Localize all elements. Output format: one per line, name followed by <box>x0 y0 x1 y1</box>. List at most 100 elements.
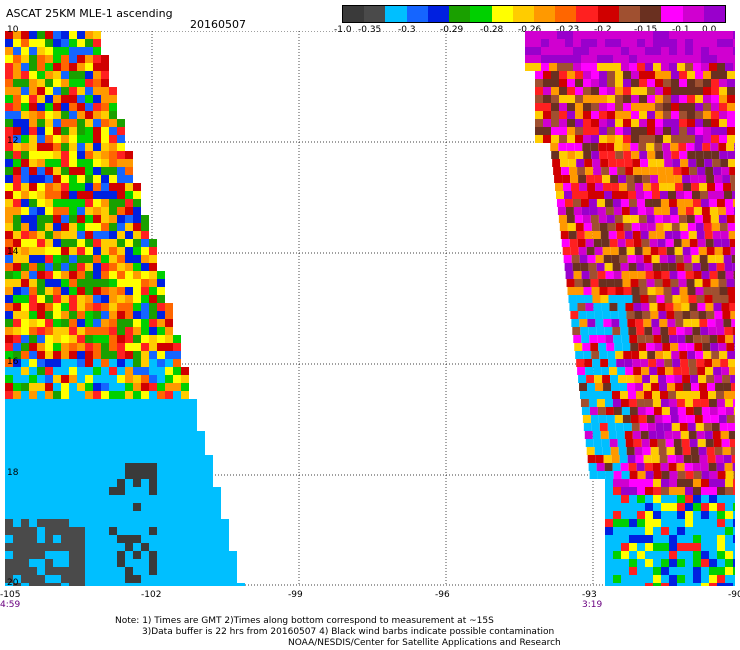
wind-cell <box>699 383 708 391</box>
wind-cell <box>696 295 705 303</box>
wind-cell <box>101 255 109 263</box>
wind-cell <box>133 463 141 471</box>
wind-cell <box>661 495 669 503</box>
wind-cell <box>659 255 668 263</box>
wind-cell <box>85 375 93 383</box>
wind-cell <box>731 455 735 463</box>
wind-cell <box>109 527 117 535</box>
wind-cell <box>727 351 735 359</box>
wind-cell <box>694 143 703 151</box>
wind-cell <box>5 527 13 535</box>
wind-cell <box>633 303 642 311</box>
wind-cell <box>5 503 13 511</box>
wind-cell <box>117 559 125 567</box>
wind-cell <box>682 175 691 183</box>
wind-cell <box>37 63 45 71</box>
wind-cell <box>693 519 701 527</box>
wind-cell <box>69 575 77 583</box>
wind-cell <box>125 263 133 271</box>
wind-cell <box>690 247 699 255</box>
wind-cell <box>598 143 607 151</box>
wind-cell <box>69 247 77 255</box>
wind-cell <box>613 551 621 559</box>
wind-cell <box>727 119 735 127</box>
wind-cell <box>634 247 643 255</box>
wind-cell <box>627 455 636 463</box>
wind-cell <box>173 407 181 415</box>
wind-cell <box>61 327 69 335</box>
wind-cell <box>680 359 689 367</box>
wind-cell <box>117 119 125 127</box>
wind-cell <box>637 31 645 39</box>
wind-cell <box>109 135 117 143</box>
wind-cell <box>649 303 658 311</box>
wind-cell <box>732 327 735 335</box>
wind-cell <box>593 167 602 175</box>
wind-cell <box>141 343 149 351</box>
wind-cell <box>543 79 551 87</box>
wind-cell <box>556 191 564 199</box>
wind-cell <box>13 111 21 119</box>
wind-cell <box>607 151 616 159</box>
wind-cell <box>603 455 612 463</box>
wind-cell <box>583 103 591 111</box>
wind-cell <box>133 287 141 295</box>
wind-cell <box>117 191 125 199</box>
wind-cell <box>101 191 109 199</box>
wind-cell <box>221 583 229 586</box>
wind-cell <box>629 335 638 343</box>
wind-cell <box>661 535 669 543</box>
wind-cell <box>109 383 117 391</box>
wind-cell <box>674 247 683 255</box>
wind-cell <box>596 463 605 471</box>
wind-cell <box>21 439 29 447</box>
wind-cell <box>157 271 165 279</box>
wind-cell <box>533 55 541 63</box>
wind-cell <box>621 335 630 343</box>
wind-cell <box>5 247 13 255</box>
wind-cell <box>645 503 653 511</box>
wind-cell <box>560 231 569 239</box>
wind-cell <box>61 431 69 439</box>
wind-cell <box>141 495 149 503</box>
wind-cell <box>605 55 613 63</box>
wind-cell <box>5 367 13 375</box>
wind-cell <box>704 295 713 303</box>
wind-cell <box>645 271 654 279</box>
wind-cell <box>13 399 21 407</box>
wind-cell <box>141 375 149 383</box>
wind-cell <box>629 511 637 519</box>
wind-cell <box>93 583 101 586</box>
wind-cell <box>37 247 45 255</box>
wind-cell <box>567 87 575 95</box>
wind-cell <box>683 383 692 391</box>
wind-cell <box>533 47 541 55</box>
wind-cell <box>645 511 653 519</box>
wind-cell <box>69 255 77 263</box>
wind-cell <box>701 543 709 551</box>
wind-cell <box>703 151 712 159</box>
wind-cell <box>661 407 670 415</box>
wind-cell <box>639 119 647 127</box>
wind-cell <box>101 327 109 335</box>
legend-swatch <box>385 6 407 22</box>
wind-cell <box>614 215 623 223</box>
wind-cell <box>5 255 13 263</box>
wind-cell <box>37 311 45 319</box>
wind-cell <box>693 63 701 71</box>
wind-cell <box>157 415 165 423</box>
wind-cell <box>77 567 85 575</box>
wind-cell <box>101 407 109 415</box>
note-line-2: 3)Data buffer is 22 hrs from 20160507 4)… <box>142 627 555 637</box>
wind-cell <box>181 535 189 543</box>
wind-cell <box>693 31 701 39</box>
wind-cell <box>45 47 53 55</box>
wind-cell <box>29 63 37 71</box>
wind-cell <box>85 167 93 175</box>
wind-cell <box>149 567 157 575</box>
wind-cell <box>669 519 677 527</box>
wind-cell <box>61 551 69 559</box>
wind-cell <box>655 87 663 95</box>
wind-cell <box>571 183 580 191</box>
wind-cell <box>593 239 602 247</box>
